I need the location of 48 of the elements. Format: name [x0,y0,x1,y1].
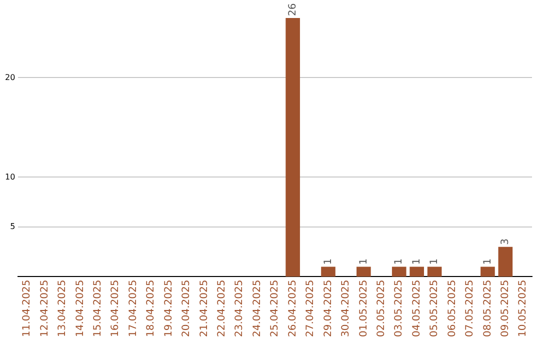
x-tick-label: 20.04.2025 [181,280,192,338]
bar [392,266,406,277]
data-label: 1 [482,258,494,265]
bar [356,266,371,277]
x-tick-label: 14.04.2025 [74,280,86,338]
bar [427,266,442,277]
x-tick-label: 12.04.2025 [39,280,50,338]
y-tick-label: 20 [4,72,16,82]
x-tick-label: 16.04.2025 [110,280,122,338]
x-tick-label: 30.04.2025 [340,280,352,338]
bar [286,18,300,277]
data-label: 3 [500,238,512,245]
bar [321,266,336,277]
x-tick-label: 05.05.2025 [429,280,440,338]
x-tick-label: 21.04.2025 [198,280,210,338]
x-tick-label: 13.04.2025 [57,280,68,338]
x-tick-label: 02.05.2025 [376,280,387,338]
y-tick-label: 10 [4,172,16,182]
x-tick-label: 03.05.2025 [394,280,405,338]
data-label: 1 [322,258,334,265]
x-tick-label: 06.05.2025 [446,280,458,338]
x-tick-label: 17.04.2025 [128,280,139,338]
data-label: 1 [429,258,440,265]
bar [498,246,513,277]
data-label: 1 [411,258,422,265]
data-label: 26 [287,3,298,16]
x-tick-label: 25.04.2025 [270,280,281,338]
x-tick-label: 24.04.2025 [252,280,263,338]
x-tick-label: 29.04.2025 [322,280,334,338]
x-tick-label: 23.04.2025 [234,280,246,338]
x-tick-label: 18.04.2025 [146,280,157,338]
x-tick-label: 19.04.2025 [163,280,174,338]
data-label: 1 [394,258,405,265]
x-tick-label: 10.05.2025 [518,280,529,338]
x-tick-label: 08.05.2025 [482,280,494,338]
data-label: 1 [358,258,370,265]
x-tick-label: 15.04.2025 [92,280,104,338]
bar [480,266,495,277]
x-tick-label: 27.04.2025 [305,280,316,338]
bar [410,266,424,277]
x-tick-label: 07.05.2025 [464,280,476,338]
x-tick-label: 04.05.2025 [411,280,422,338]
y-tick-label: 5 [10,222,16,232]
x-tick-label: 22.04.2025 [216,280,228,338]
x-tick-label: 01.05.2025 [358,280,370,338]
x-tick-label: 26.04.2025 [287,280,298,338]
x-tick-label: 09.05.2025 [500,280,512,338]
x-tick-label: 11.04.2025 [22,280,33,338]
